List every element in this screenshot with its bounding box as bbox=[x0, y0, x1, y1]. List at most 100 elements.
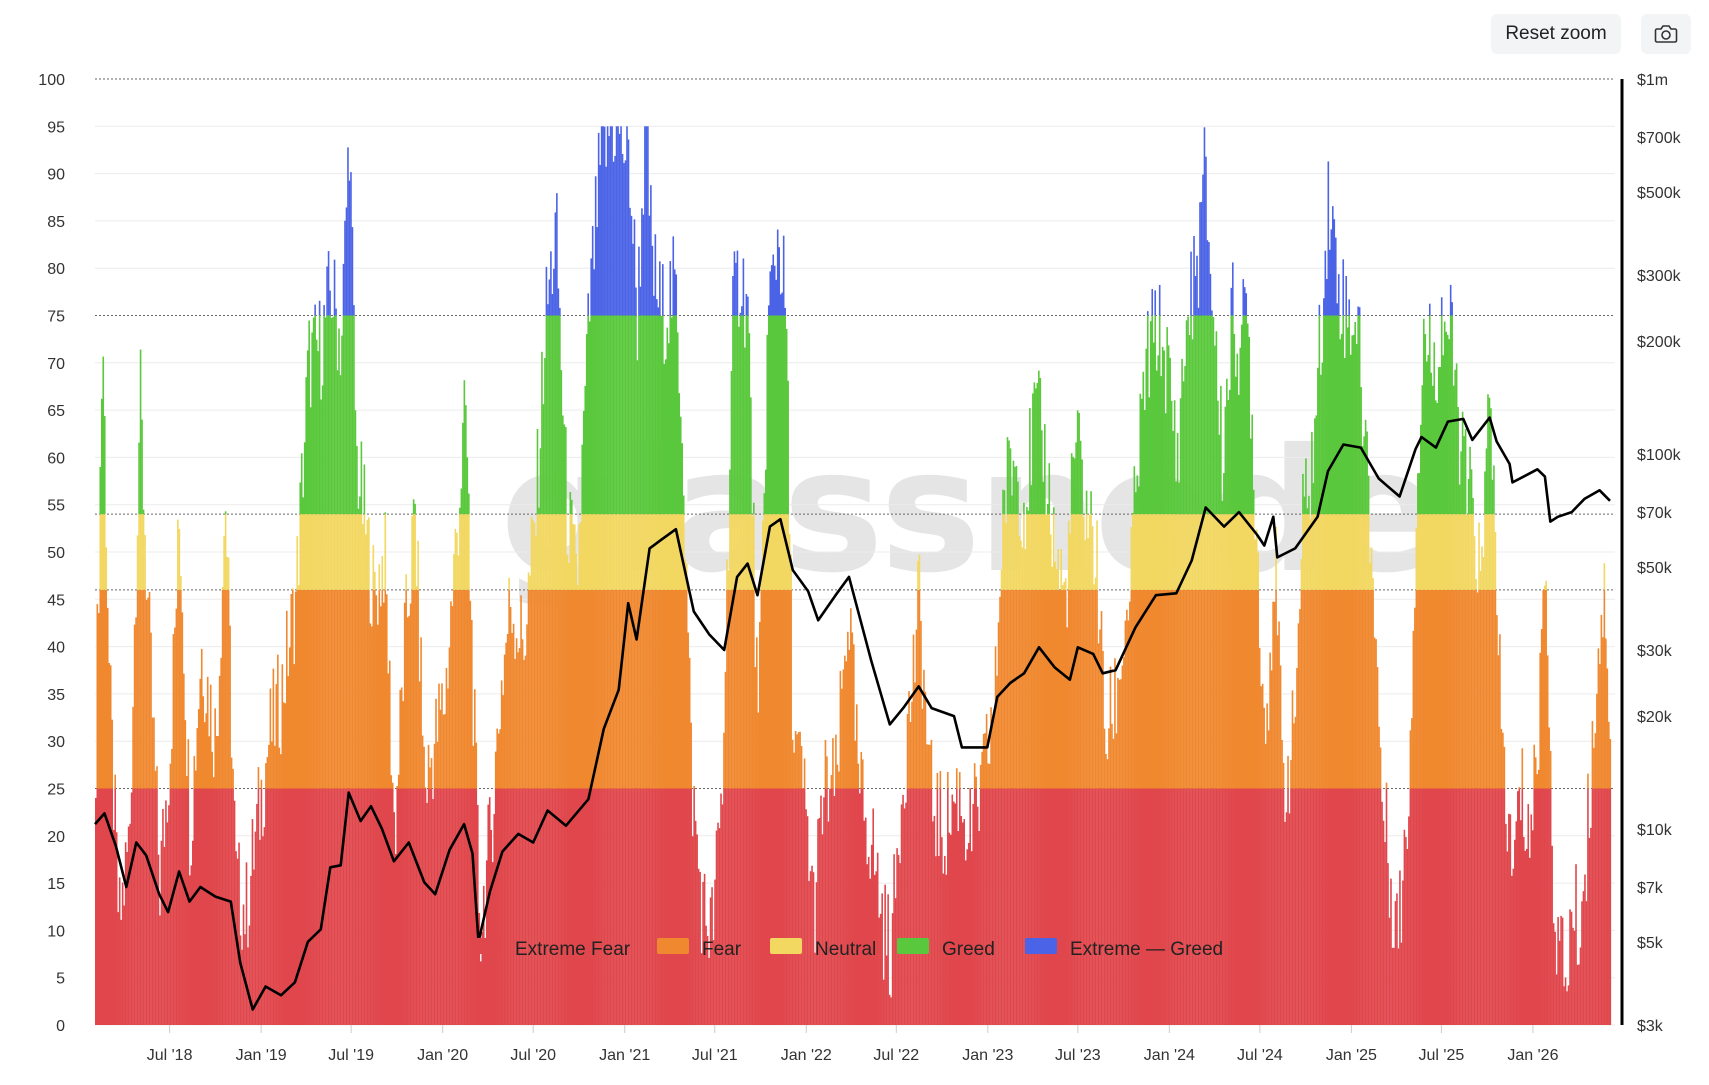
index-bar-segment bbox=[1180, 590, 1182, 789]
index-bar-segment bbox=[528, 572, 530, 589]
index-bar-segment bbox=[143, 789, 145, 1026]
index-bar-segment bbox=[365, 534, 367, 590]
index-bar-segment bbox=[1539, 789, 1541, 1026]
index-bar-segment bbox=[313, 318, 315, 515]
index-bar-segment bbox=[1587, 774, 1589, 789]
index-bar-segment bbox=[428, 789, 430, 1026]
index-bar-segment bbox=[837, 789, 839, 1026]
index-bar-segment bbox=[1180, 514, 1182, 590]
index-bar-segment bbox=[234, 801, 236, 1025]
index-bar-segment bbox=[487, 805, 489, 1025]
index-bar-segment bbox=[1062, 590, 1064, 789]
camera-button[interactable] bbox=[1641, 14, 1691, 54]
index-bar-segment bbox=[1290, 760, 1292, 788]
index-bar-segment bbox=[319, 301, 321, 316]
index-bar-segment bbox=[1436, 403, 1438, 514]
index-bar-segment bbox=[689, 658, 691, 789]
index-bar-segment bbox=[502, 695, 504, 788]
index-bar-segment bbox=[280, 754, 282, 788]
index-bar-segment bbox=[1205, 316, 1207, 515]
index-bar-segment bbox=[1330, 316, 1332, 515]
index-bar-segment bbox=[417, 789, 419, 1026]
index-bar-segment bbox=[1087, 789, 1089, 1026]
index-bar-segment bbox=[1359, 316, 1361, 515]
index-bar-segment bbox=[101, 789, 103, 1026]
index-bar-segment bbox=[1354, 322, 1356, 514]
index-bar-segment bbox=[1413, 631, 1415, 789]
index-bar-segment bbox=[1105, 789, 1107, 1026]
index-bar-segment bbox=[1323, 514, 1325, 590]
index-bar-segment bbox=[1453, 590, 1455, 789]
index-bar-segment bbox=[222, 789, 224, 1026]
index-bar-segment bbox=[1489, 789, 1491, 1026]
index-bar-segment bbox=[811, 866, 813, 1025]
index-bar-segment bbox=[1516, 821, 1518, 1025]
index-bar-segment bbox=[664, 789, 666, 1026]
index-bar-segment bbox=[1423, 319, 1425, 514]
reset-zoom-button[interactable]: Reset zoom bbox=[1491, 14, 1621, 54]
index-bar-segment bbox=[1317, 368, 1319, 514]
index-bar-segment bbox=[231, 758, 233, 789]
index-bar-segment bbox=[326, 514, 328, 590]
index-bar-segment bbox=[176, 609, 178, 789]
index-bar-segment bbox=[426, 803, 428, 1025]
index-bar-segment bbox=[1095, 789, 1097, 1026]
index-bar-segment bbox=[323, 316, 325, 515]
index-bar-segment bbox=[1175, 514, 1177, 590]
index-bar-segment bbox=[1478, 590, 1480, 789]
index-bar-segment bbox=[990, 789, 992, 1026]
index-bar-segment bbox=[467, 514, 469, 590]
index-bar-segment bbox=[774, 266, 776, 316]
index-bar-segment bbox=[699, 872, 701, 1025]
index-bar-segment bbox=[1277, 789, 1279, 1026]
index-bar-segment bbox=[1053, 514, 1055, 590]
index-bar-segment bbox=[1160, 590, 1162, 789]
index-bar-segment bbox=[1050, 535, 1052, 590]
index-bar-segment bbox=[344, 590, 346, 789]
y-tick-label-left: 5 bbox=[56, 971, 65, 988]
x-tick-label: Jul '23 bbox=[1055, 1047, 1101, 1064]
index-bar-segment bbox=[1483, 590, 1485, 789]
index-bar-segment bbox=[1442, 789, 1444, 1026]
index-bar-segment bbox=[1104, 789, 1106, 1026]
index-bar-segment bbox=[1086, 491, 1088, 515]
index-bar-segment bbox=[1462, 514, 1464, 590]
index-bar-segment bbox=[972, 804, 974, 1025]
index-bar-segment bbox=[1222, 789, 1224, 1026]
index-bar-segment bbox=[1202, 590, 1204, 789]
index-bar-segment bbox=[819, 818, 821, 1025]
index-bar-segment bbox=[1040, 789, 1042, 1026]
index-bar-segment bbox=[774, 789, 776, 1026]
index-bar-segment bbox=[140, 789, 142, 1026]
index-bar-segment bbox=[677, 590, 679, 789]
index-bar-segment bbox=[1539, 653, 1541, 789]
index-bar-segment bbox=[207, 789, 209, 1026]
index-bar-segment bbox=[1319, 514, 1321, 590]
index-bar-segment bbox=[292, 590, 294, 789]
index-bar-segment bbox=[919, 555, 921, 590]
index-bar-segment bbox=[1308, 496, 1310, 514]
index-bar-segment bbox=[161, 841, 163, 1025]
index-bar-segment bbox=[564, 590, 566, 789]
index-bar-segment bbox=[410, 604, 412, 789]
index-bar-segment bbox=[998, 622, 1000, 788]
index-bar-segment bbox=[534, 789, 536, 1026]
index-bar-segment bbox=[1069, 590, 1071, 789]
index-bar-segment bbox=[1353, 590, 1355, 789]
index-bar-segment bbox=[572, 590, 574, 789]
index-bar-segment bbox=[522, 789, 524, 1026]
index-bar-segment bbox=[1423, 514, 1425, 590]
index-bar-segment bbox=[1186, 320, 1188, 514]
index-bar-segment bbox=[290, 789, 292, 1026]
index-bar-segment bbox=[1468, 789, 1470, 1026]
index-bar-segment bbox=[1299, 789, 1301, 1026]
index-bar-segment bbox=[623, 514, 625, 590]
index-bar-segment bbox=[1002, 490, 1004, 514]
index-bar-segment bbox=[1307, 590, 1309, 789]
index-bar-segment bbox=[1093, 584, 1095, 589]
index-bar-segment bbox=[325, 317, 327, 514]
index-bar-segment bbox=[173, 634, 175, 788]
index-bar-segment bbox=[1332, 590, 1334, 789]
